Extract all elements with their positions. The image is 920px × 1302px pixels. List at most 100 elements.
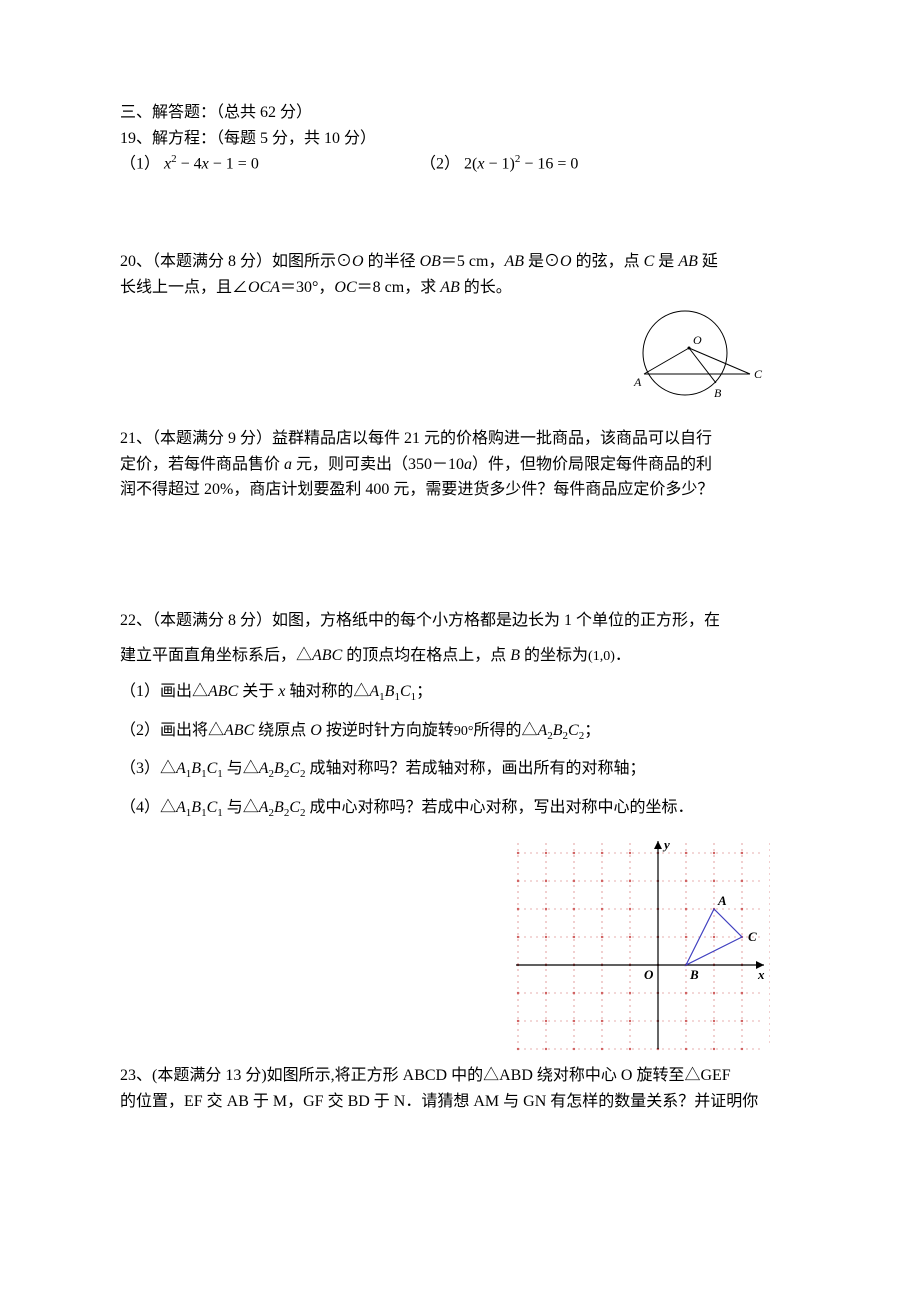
q22-p2C: C	[568, 722, 579, 739]
q22-coord: (1,0)	[588, 649, 615, 664]
q20-figure: O A B C	[615, 308, 770, 408]
q20-l1b: 的半径	[364, 253, 420, 270]
svg-text:C: C	[754, 367, 763, 381]
q22-p4C1: C	[207, 799, 218, 816]
q20-l1f: 是	[654, 253, 678, 270]
svg-text:A: A	[717, 893, 727, 908]
q22-p4C2: C	[289, 799, 300, 816]
q21-l2a: 定价，若每件商品售价	[120, 456, 284, 473]
q22-tbb: 的顶点均在格点上，点	[342, 647, 510, 664]
q19-p1-mid: − 4	[177, 156, 202, 173]
q20-l2a: 长线上一点，且∠	[120, 279, 248, 296]
q22-p4B2: B	[274, 799, 284, 816]
q22-p2: （2）画出将△ABC 绕原点 O 按逆时针方向旋转90°所得的△A2B2C2；	[120, 712, 800, 750]
q20-AB2: AB	[678, 253, 698, 270]
q19-p2-label: （2）	[420, 156, 460, 173]
q22-p2deg: 90°	[454, 724, 474, 739]
q20-OB: OB	[420, 253, 441, 270]
svg-text:O: O	[644, 967, 654, 982]
q19-p2-tail: − 16 = 0	[520, 156, 578, 173]
q22-p3b: 与△	[223, 760, 259, 777]
svg-text:B: B	[689, 967, 699, 982]
q19-title: 19、解方程：（每题 5 分，共 10 分）	[120, 126, 800, 152]
svg-text:A: A	[633, 375, 642, 389]
q22-p1C: C	[400, 683, 411, 700]
q19-p1-tail: − 1 = 0	[209, 156, 259, 173]
q22-p4c: 成中心对称吗？若成中心对称，写出对称中心的坐标．	[306, 799, 694, 816]
q22-p1e: ；	[416, 683, 432, 700]
q20-l1a: 20、（本题满分 8 分）如图所示⊙	[120, 253, 352, 270]
q21-a1: a	[284, 456, 292, 473]
q22-p1B: B	[385, 683, 395, 700]
q21-line1: 21、（本题满分 9 分）益群精品店以每件 21 元的价格购进一批商品，该商品可…	[120, 426, 800, 452]
q20-l2b: ＝30°，	[280, 279, 334, 296]
q20-line2: 长线上一点，且∠OCA＝30°，OC＝8 cm，求 AB 的长。	[120, 275, 800, 301]
q22-p3B2: B	[274, 760, 284, 777]
q22-p3c: 成轴对称吗？若成轴对称，画出所有的对称轴；	[306, 760, 646, 777]
q22-p4B1: B	[191, 799, 201, 816]
q22-p1c: 轴对称的△	[285, 683, 369, 700]
q20-l1e: 的弦，点	[572, 253, 644, 270]
svg-text:B: B	[714, 386, 722, 400]
q22-title-b: 建立平面直角坐标系后，△ABC 的顶点均在格点上，点 B 的坐标为(1,0)．	[120, 638, 800, 673]
svg-text:O: O	[693, 333, 702, 347]
q22-p3C1: C	[207, 760, 218, 777]
q22-p3a: （3）△	[120, 760, 176, 777]
q22-tbd: ．	[615, 647, 631, 664]
q22-p3A1: A	[176, 760, 186, 777]
q22-p4a: （4）△	[120, 799, 176, 816]
q22-p1A: A	[369, 683, 379, 700]
q22-p2abc: ABC	[224, 722, 254, 739]
q22-p3A2: A	[259, 760, 269, 777]
q23-line2: 的位置，EF 交 AB 于 M，GF 交 BD 于 N．请猜想 AM 与 GN …	[120, 1089, 800, 1115]
q22-p2b: 绕原点	[254, 722, 310, 739]
q20-OC: OC	[334, 279, 356, 296]
q20-O2: O	[560, 253, 572, 270]
q22-figure: OxyABC	[510, 835, 770, 1055]
q22-p4A1: A	[176, 799, 186, 816]
q22-Bpt: B	[510, 647, 520, 664]
q22-p4: （4）△A1B1C1 与△A2B2C2 成中心对称吗？若成中心对称，写出对称中心…	[120, 789, 800, 827]
q22-tbc: 的坐标为	[520, 647, 588, 664]
q21-l2b: 元，则可卖出（350－10	[292, 456, 464, 473]
q22-title-a: 22、（本题满分 8 分）如图，方格纸中的每个小方格都是边长为 1 个单位的正方…	[120, 603, 800, 638]
q22-p3B1: B	[191, 760, 201, 777]
q20-C: C	[644, 253, 655, 270]
q20-AB3: AB	[440, 279, 460, 296]
q22-p4b: 与△	[223, 799, 259, 816]
q19-p1-x: x	[202, 156, 209, 173]
q20-line1: 20、（本题满分 8 分）如图所示⊙O 的半径 OB＝5 cm，AB 是⊙O 的…	[120, 249, 800, 275]
q22-p1abc: ABC	[208, 683, 238, 700]
q22-p2B: B	[553, 722, 563, 739]
svg-text:x: x	[757, 967, 765, 982]
q19-p1-label: （1）	[120, 156, 160, 173]
q20-l1c: ＝5 cm，	[441, 253, 505, 270]
q22-p4A2: A	[259, 799, 269, 816]
q20-l2d: 的长。	[460, 279, 512, 296]
q21-l2c: ）件，但物价局限定每件商品的利	[472, 456, 712, 473]
q22-p2a: （2）画出将△	[120, 722, 224, 739]
q20-O1: O	[352, 253, 364, 270]
q20-l2c: ＝8 cm，求	[357, 279, 441, 296]
q20-l1g: 延	[698, 253, 718, 270]
q19-equations: （1） x2 − 4x − 1 = 0 （2） 2(x − 1)2 − 16 =…	[120, 151, 800, 177]
q23-line1: 23、(本题满分 13 分)如图所示,将正方形 ABCD 中的△ABD 绕对称中…	[120, 1063, 800, 1089]
q22-p3: （3）△A1B1C1 与△A2B2C2 成轴对称吗？若成轴对称，画出所有的对称轴…	[120, 750, 800, 788]
q19-p2-pre: 2(	[464, 156, 477, 173]
q20-l1d: 是⊙	[524, 253, 560, 270]
section-heading: 三、解答题：（总共 62 分）	[120, 100, 800, 126]
q21-line3: 润不得超过 20%，商店计划要盈利 400 元，需要进货多少件？每件商品应定价多…	[120, 477, 800, 503]
q20-OCA: OCA	[248, 279, 280, 296]
q21-line2: 定价，若每件商品售价 a 元，则可卖出（350－10a）件，但物价局限定每件商品…	[120, 452, 800, 478]
q22-ABC: ABC	[312, 647, 342, 664]
svg-text:C: C	[748, 929, 757, 944]
q20-AB1: AB	[504, 253, 524, 270]
q22-tba: 建立平面直角坐标系后，△	[120, 647, 312, 664]
q22-p2O: O	[310, 722, 322, 739]
q22-p2c: 按逆时针方向旋转	[322, 722, 454, 739]
q22-p3C2: C	[289, 760, 300, 777]
q22-p1: （1）画出△ABC 关于 x 轴对称的△A1B1C1；	[120, 673, 800, 711]
q22-p1b: 关于	[238, 683, 278, 700]
q22-p2e: ；	[584, 722, 600, 739]
q22-p2d: 所得的△	[473, 722, 537, 739]
